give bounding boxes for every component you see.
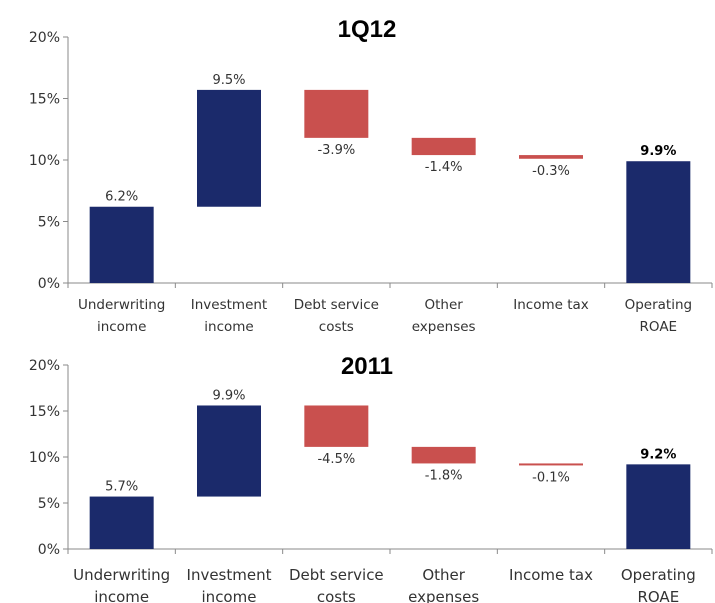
bar-4	[411, 137, 476, 156]
data-label: 9.9%	[212, 388, 245, 403]
bar-1	[89, 496, 154, 549]
data-label: 9.2%	[640, 447, 676, 462]
category-label: income	[202, 588, 257, 603]
category-label: Underwriting	[78, 297, 165, 313]
category-label: Underwriting	[73, 566, 170, 584]
y-tick-label: 15%	[29, 92, 60, 108]
category-label: costs	[317, 588, 356, 603]
bar-2	[197, 405, 261, 497]
chart-panel-1: 1Q12 0% 5% 10% 15% 20% 6.2% 9.5% -3.9% -1.4% -0.3%…	[29, 16, 713, 335]
y-tick-label: 0%	[38, 542, 60, 558]
category-label: Operating	[621, 566, 696, 584]
bar-6	[626, 161, 691, 283]
data-label: 5.7%	[105, 480, 138, 495]
chart-panel-2: 2011 0% 5% 10% 15% 20% 5.7% 9.9% -4.5% -1.8% -0.1%…	[29, 353, 713, 603]
chart-title: 2011	[341, 353, 393, 380]
bar-5	[519, 463, 583, 466]
bar-4	[411, 446, 476, 464]
y-tick-label: 20%	[29, 30, 60, 46]
category-label: expenses	[412, 319, 476, 335]
y-tick-label: 10%	[29, 450, 60, 466]
data-label: -0.3%	[532, 164, 570, 179]
chart-title: 1Q12	[338, 16, 397, 43]
bar-1	[89, 206, 154, 283]
data-label: -0.1%	[532, 470, 570, 485]
y-tick-label: 15%	[29, 404, 60, 420]
bar-3	[304, 89, 369, 138]
category-label: Debt service	[289, 566, 384, 584]
category-label: Operating	[625, 297, 693, 313]
category-label: Other	[422, 566, 465, 584]
data-label: -3.9%	[317, 143, 355, 158]
data-label: 9.9%	[640, 144, 676, 159]
category-label: Investment	[187, 566, 272, 584]
data-label: 6.2%	[105, 190, 138, 205]
y-tick-label: 20%	[29, 358, 60, 374]
category-label: Investment	[191, 297, 267, 313]
data-label: 9.5%	[212, 73, 245, 88]
category-label: Other	[424, 297, 463, 313]
bar-5	[519, 155, 583, 159]
bar-6	[626, 464, 691, 549]
category-label: Debt service	[294, 297, 379, 313]
y-tick-label: 10%	[29, 153, 60, 169]
bar-3	[304, 405, 369, 447]
y-tick-label: 0%	[38, 276, 60, 292]
bar-2	[197, 89, 261, 207]
data-label: -1.8%	[425, 468, 463, 483]
category-label: income	[94, 588, 149, 603]
y-tick-label: 5%	[38, 496, 60, 512]
category-label: ROAE	[637, 588, 679, 603]
category-label: expenses	[408, 588, 479, 603]
category-label: income	[204, 319, 253, 335]
y-tick-label: 5%	[38, 215, 60, 231]
category-label: ROAE	[640, 319, 678, 335]
category-label: income	[97, 319, 146, 335]
category-label: costs	[319, 319, 354, 335]
data-label: -1.4%	[425, 160, 463, 175]
category-label: Income tax	[509, 566, 593, 584]
category-label: Income tax	[513, 297, 589, 313]
data-label: -4.5%	[317, 452, 355, 467]
